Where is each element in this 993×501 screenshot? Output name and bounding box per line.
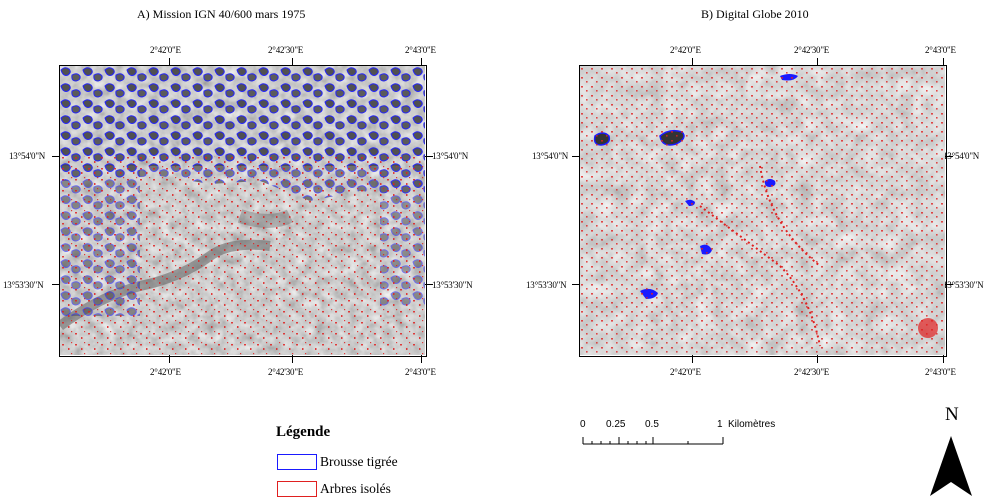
scale-bar-line xyxy=(582,437,724,445)
map-a-bottom-label: 2°42'30"E xyxy=(268,367,304,377)
map-b-right-label: 13°54'0"N xyxy=(943,151,980,161)
map-b-right-label: 13°53'30"N xyxy=(943,280,984,290)
map-b-top-label: 2°43'0"E xyxy=(925,45,956,55)
map-a-image xyxy=(59,65,427,357)
map-a-left-label: 13°54'0"N xyxy=(9,151,46,161)
map-a-bottom-label: 2°43'0"E xyxy=(405,367,436,377)
scale-unit: Kilomètres xyxy=(728,419,776,430)
legend-label-arbres: Arbres isolés xyxy=(320,481,391,496)
map-b-left-label: 13°53'30"N xyxy=(526,280,567,290)
map-a-top-label: 2°42'0"E xyxy=(150,45,181,55)
legend-swatch-arbres xyxy=(277,481,317,497)
map-a-left-label: 13°53'30"N xyxy=(3,280,44,290)
map-b-top-label: 2°42'30"E xyxy=(794,45,830,55)
scale-label-05: 0.5 xyxy=(645,419,659,430)
map-b-bottom-label: 2°42'0"E xyxy=(670,367,701,377)
legend-label-brousse: Brousse tigrée xyxy=(320,454,398,469)
map-a-top-label: 2°42'30"E xyxy=(268,45,304,55)
map-a-title: A) Mission IGN 40/600 mars 1975 xyxy=(137,7,306,21)
scale-label-025: 0.25 xyxy=(606,419,626,430)
map-b-left-label: 13°54'0"N xyxy=(532,151,569,161)
map-b-bottom-label: 2°43'0"E xyxy=(925,367,956,377)
map-b-image xyxy=(579,65,947,357)
north-arrow-icon xyxy=(930,436,972,496)
map-b-top-label: 2°42'0"E xyxy=(670,45,701,55)
map-a-bottom-label: 2°42'0"E xyxy=(150,367,181,377)
map-b-bottom-label: 2°42'30"E xyxy=(794,367,830,377)
map-a-top-label: 2°43'0"E xyxy=(405,45,436,55)
map-a-right-label: 13°54'0"N xyxy=(432,151,469,161)
scale-label-1: 1 xyxy=(717,419,723,430)
scale-label-0: 0 xyxy=(580,419,586,430)
legend-swatch-brousse xyxy=(277,454,317,470)
legend-title: Légende xyxy=(276,424,331,440)
north-letter: N xyxy=(945,404,959,425)
map-a-right-label: 13°53'30"N xyxy=(432,280,473,290)
map-b-title: B) Digital Globe 2010 xyxy=(701,7,809,21)
